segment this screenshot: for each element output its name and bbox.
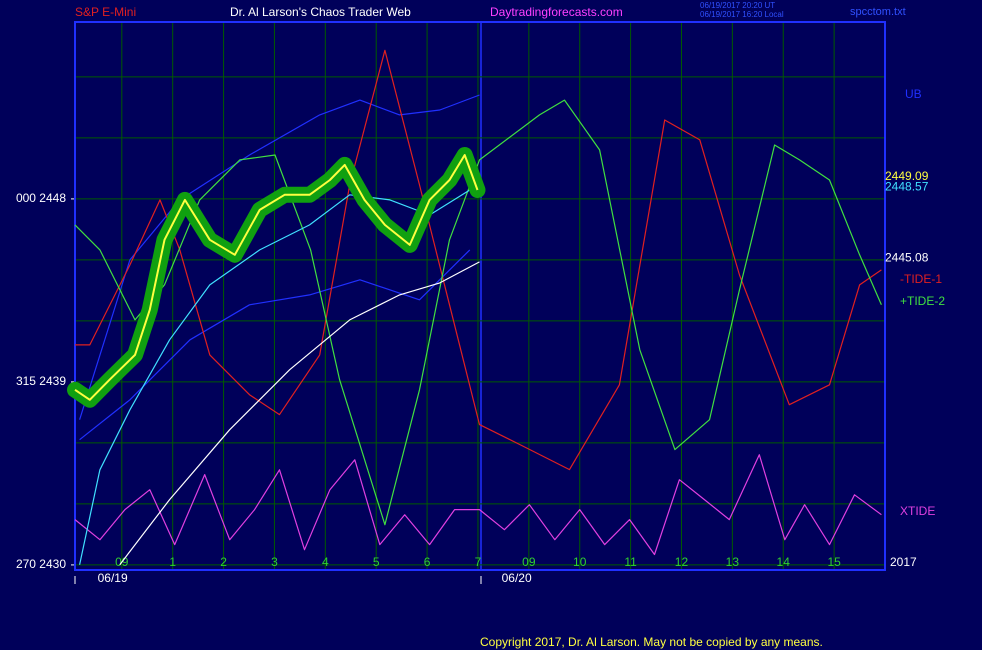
date-label: 06/19 [98,571,128,585]
y-tick-label: 315 2439 [16,374,66,388]
x-tick-label: 5 [373,555,380,569]
copyright: Copyright 2017, Dr. Al Larson. May not b… [480,635,823,649]
x-tick-label: 4 [322,555,329,569]
series-label: UB [905,87,922,101]
series-line [75,49,882,471]
x-tick-label: 10 [573,555,587,569]
last-value: 2448.57 [885,179,929,193]
series-label: +TIDE-2 [900,294,945,308]
series-label: XTIDE [900,504,935,518]
series-line [119,261,480,566]
x-tick-label: 15 [827,555,841,569]
y-tick-label: 000 2448 [16,191,66,205]
file-name: spcctom.txt [850,6,906,18]
x-tick-label: 6 [424,555,431,569]
instrument: S&P E-Mini [75,5,136,19]
series-line [74,154,479,401]
x-tick-label: 13 [726,555,740,569]
chart-title: Dr. Al Larson's Chaos Trader Web [230,5,411,19]
series-line [79,249,471,441]
x-tick-label: 3 [271,555,278,569]
series-line [74,99,882,526]
date-label: 06/20 [502,571,532,585]
y-tick-label: 270 2430 [16,557,66,571]
x-tick-label: 14 [777,555,791,569]
x-tick-label: 1 [169,555,176,569]
last-value: 2449.09 [885,169,929,183]
timestamp: 06/19/2017 20:20 UT [700,1,775,10]
series-line [74,454,882,556]
x-tick-label: 11 [624,555,637,569]
timestamp: 06/19/2017 16:20 Local [700,10,784,19]
series-line [79,94,480,420]
last-value: 2445.08 [885,250,929,264]
plot-frame [74,21,886,571]
x-tick-label: 12 [675,555,689,569]
x-tick-label: 2 [220,555,227,569]
site: Daytradingforecasts.com [490,5,623,19]
series-label: -TIDE-1 [900,272,942,286]
x-tick-label: 7 [475,555,482,569]
series-line [79,189,471,565]
x-tick-label: 09 [522,555,536,569]
year-label: 2017 [890,555,917,569]
